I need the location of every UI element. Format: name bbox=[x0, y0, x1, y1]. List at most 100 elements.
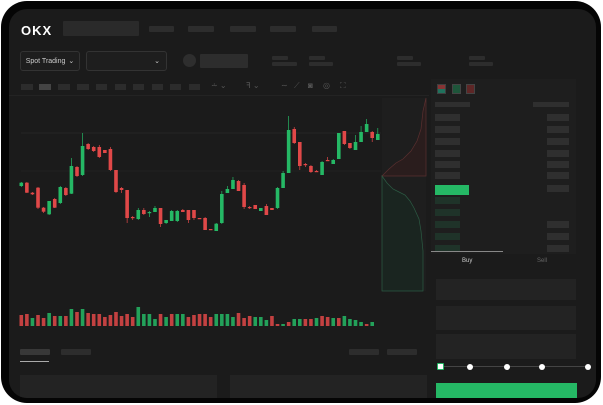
candle[interactable] bbox=[303, 163, 308, 167]
tab-sell[interactable]: Sell bbox=[537, 258, 548, 264]
candle[interactable] bbox=[197, 218, 202, 220]
wave-icon[interactable]: ∼ bbox=[281, 81, 288, 90]
candle[interactable] bbox=[175, 210, 180, 222]
candle[interactable] bbox=[103, 150, 107, 153]
amount-input[interactable] bbox=[436, 306, 576, 330]
candle[interactable] bbox=[30, 192, 35, 195]
candle[interactable] bbox=[108, 147, 113, 171]
candle[interactable] bbox=[41, 207, 46, 213]
candle[interactable] bbox=[359, 126, 363, 142]
candle[interactable] bbox=[25, 182, 29, 193]
candle[interactable] bbox=[80, 133, 85, 176]
settings-icon[interactable]: ◎ bbox=[323, 81, 330, 90]
interval-button[interactable] bbox=[170, 84, 181, 90]
orderbook-asks-icon[interactable] bbox=[466, 84, 475, 94]
orderbook-both-icon[interactable] bbox=[437, 84, 446, 94]
nav-item[interactable] bbox=[149, 26, 174, 32]
camera-icon[interactable]: ◙ bbox=[308, 81, 313, 90]
orderbook-price[interactable] bbox=[435, 221, 460, 228]
candle[interactable] bbox=[181, 209, 185, 212]
bottom-action[interactable] bbox=[387, 349, 417, 355]
orderbook-price[interactable] bbox=[435, 209, 460, 216]
candle[interactable] bbox=[192, 210, 196, 220]
candle[interactable] bbox=[91, 146, 96, 152]
bottom-tab-open-orders[interactable] bbox=[20, 349, 50, 355]
candle[interactable] bbox=[342, 131, 347, 145]
candle[interactable] bbox=[336, 133, 341, 159]
indicator-icon[interactable]: ꟻ ⌄ bbox=[246, 81, 260, 90]
candle[interactable] bbox=[281, 171, 285, 188]
candle[interactable] bbox=[264, 204, 269, 215]
market-type-dropdown[interactable]: Spot Trading ⌄ bbox=[20, 51, 80, 71]
candle[interactable] bbox=[169, 210, 174, 221]
candle[interactable] bbox=[225, 186, 230, 193]
candle[interactable] bbox=[208, 229, 213, 231]
ruler-icon[interactable]: ⟋ bbox=[294, 81, 300, 90]
orderbook-price[interactable] bbox=[435, 245, 460, 252]
candle[interactable] bbox=[86, 143, 90, 150]
candle[interactable] bbox=[158, 208, 163, 227]
buy-submit-button[interactable] bbox=[436, 383, 577, 398]
candle[interactable] bbox=[259, 208, 263, 211]
candle[interactable] bbox=[270, 208, 274, 210]
candle[interactable] bbox=[331, 159, 336, 164]
header-search-placeholder[interactable] bbox=[63, 21, 139, 36]
candle[interactable] bbox=[242, 183, 246, 209]
amount-slider-handle[interactable] bbox=[437, 363, 444, 370]
candlestick-chart[interactable] bbox=[9, 9, 596, 398]
slider-mark-75[interactable] bbox=[539, 364, 545, 370]
bottom-action[interactable] bbox=[349, 349, 379, 355]
candle[interactable] bbox=[58, 186, 63, 204]
candle[interactable] bbox=[314, 170, 319, 173]
slider-mark-100[interactable] bbox=[585, 364, 591, 370]
candle[interactable] bbox=[164, 220, 168, 224]
candle[interactable] bbox=[75, 166, 79, 177]
candle[interactable] bbox=[64, 187, 68, 196]
orderbook-price[interactable] bbox=[435, 197, 460, 204]
orderbook-price[interactable] bbox=[435, 138, 460, 145]
candle[interactable] bbox=[236, 180, 241, 191]
interval-button[interactable] bbox=[58, 84, 70, 90]
candle[interactable] bbox=[19, 182, 24, 187]
orderbook-price[interactable] bbox=[435, 114, 460, 121]
nav-item[interactable] bbox=[188, 26, 214, 32]
interval-button[interactable] bbox=[96, 84, 107, 90]
candle[interactable] bbox=[203, 217, 207, 230]
candle[interactable] bbox=[353, 135, 358, 150]
price-input[interactable] bbox=[436, 279, 576, 300]
interval-button[interactable] bbox=[152, 84, 163, 90]
candle[interactable] bbox=[125, 190, 129, 223]
interval-button[interactable] bbox=[77, 84, 89, 90]
candle[interactable] bbox=[130, 216, 135, 220]
orderbook-price[interactable] bbox=[435, 172, 460, 179]
candle[interactable] bbox=[298, 142, 302, 170]
pair-dropdown[interactable]: ⌄ bbox=[86, 51, 167, 71]
candle[interactable] bbox=[147, 211, 152, 217]
bottom-tab-history[interactable] bbox=[61, 349, 91, 355]
candle[interactable] bbox=[220, 191, 224, 224]
orderbook-bids-icon[interactable] bbox=[452, 84, 461, 94]
candle[interactable] bbox=[36, 187, 40, 209]
candle[interactable] bbox=[97, 145, 102, 158]
candle[interactable] bbox=[214, 223, 219, 231]
interval-button[interactable] bbox=[115, 84, 126, 90]
orderbook-price[interactable] bbox=[435, 161, 460, 168]
amount-slider-track[interactable] bbox=[441, 366, 589, 367]
candle[interactable] bbox=[47, 201, 51, 215]
candle[interactable] bbox=[69, 158, 74, 194]
interval-button-active[interactable] bbox=[39, 84, 51, 90]
candle[interactable] bbox=[320, 161, 324, 175]
slider-mark-50[interactable] bbox=[504, 364, 510, 370]
nav-item[interactable] bbox=[230, 26, 256, 32]
candle[interactable] bbox=[142, 208, 146, 215]
candle[interactable] bbox=[247, 206, 252, 209]
candle[interactable] bbox=[119, 187, 124, 193]
candle[interactable] bbox=[52, 198, 57, 208]
interval-button[interactable] bbox=[21, 84, 33, 90]
candle-type-icon[interactable]: ⩪ ⌄ bbox=[211, 81, 227, 90]
candle[interactable] bbox=[292, 127, 297, 144]
nav-item[interactable] bbox=[270, 26, 296, 32]
candle[interactable] bbox=[153, 206, 157, 212]
interval-button[interactable] bbox=[133, 84, 144, 90]
candle[interactable] bbox=[114, 170, 118, 193]
